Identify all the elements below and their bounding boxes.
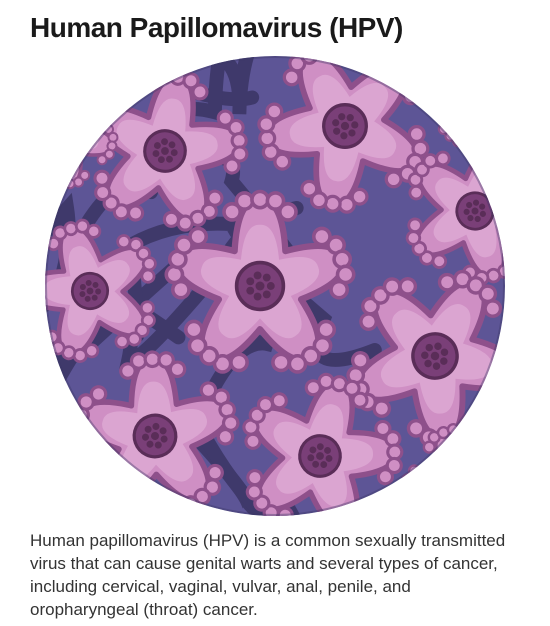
illustration-container xyxy=(30,56,520,516)
page-title: Human Papillomavirus (HPV) xyxy=(30,12,520,44)
virus-illustration xyxy=(45,56,505,516)
description-text: Human papillomavirus (HPV) is a common s… xyxy=(30,530,520,622)
